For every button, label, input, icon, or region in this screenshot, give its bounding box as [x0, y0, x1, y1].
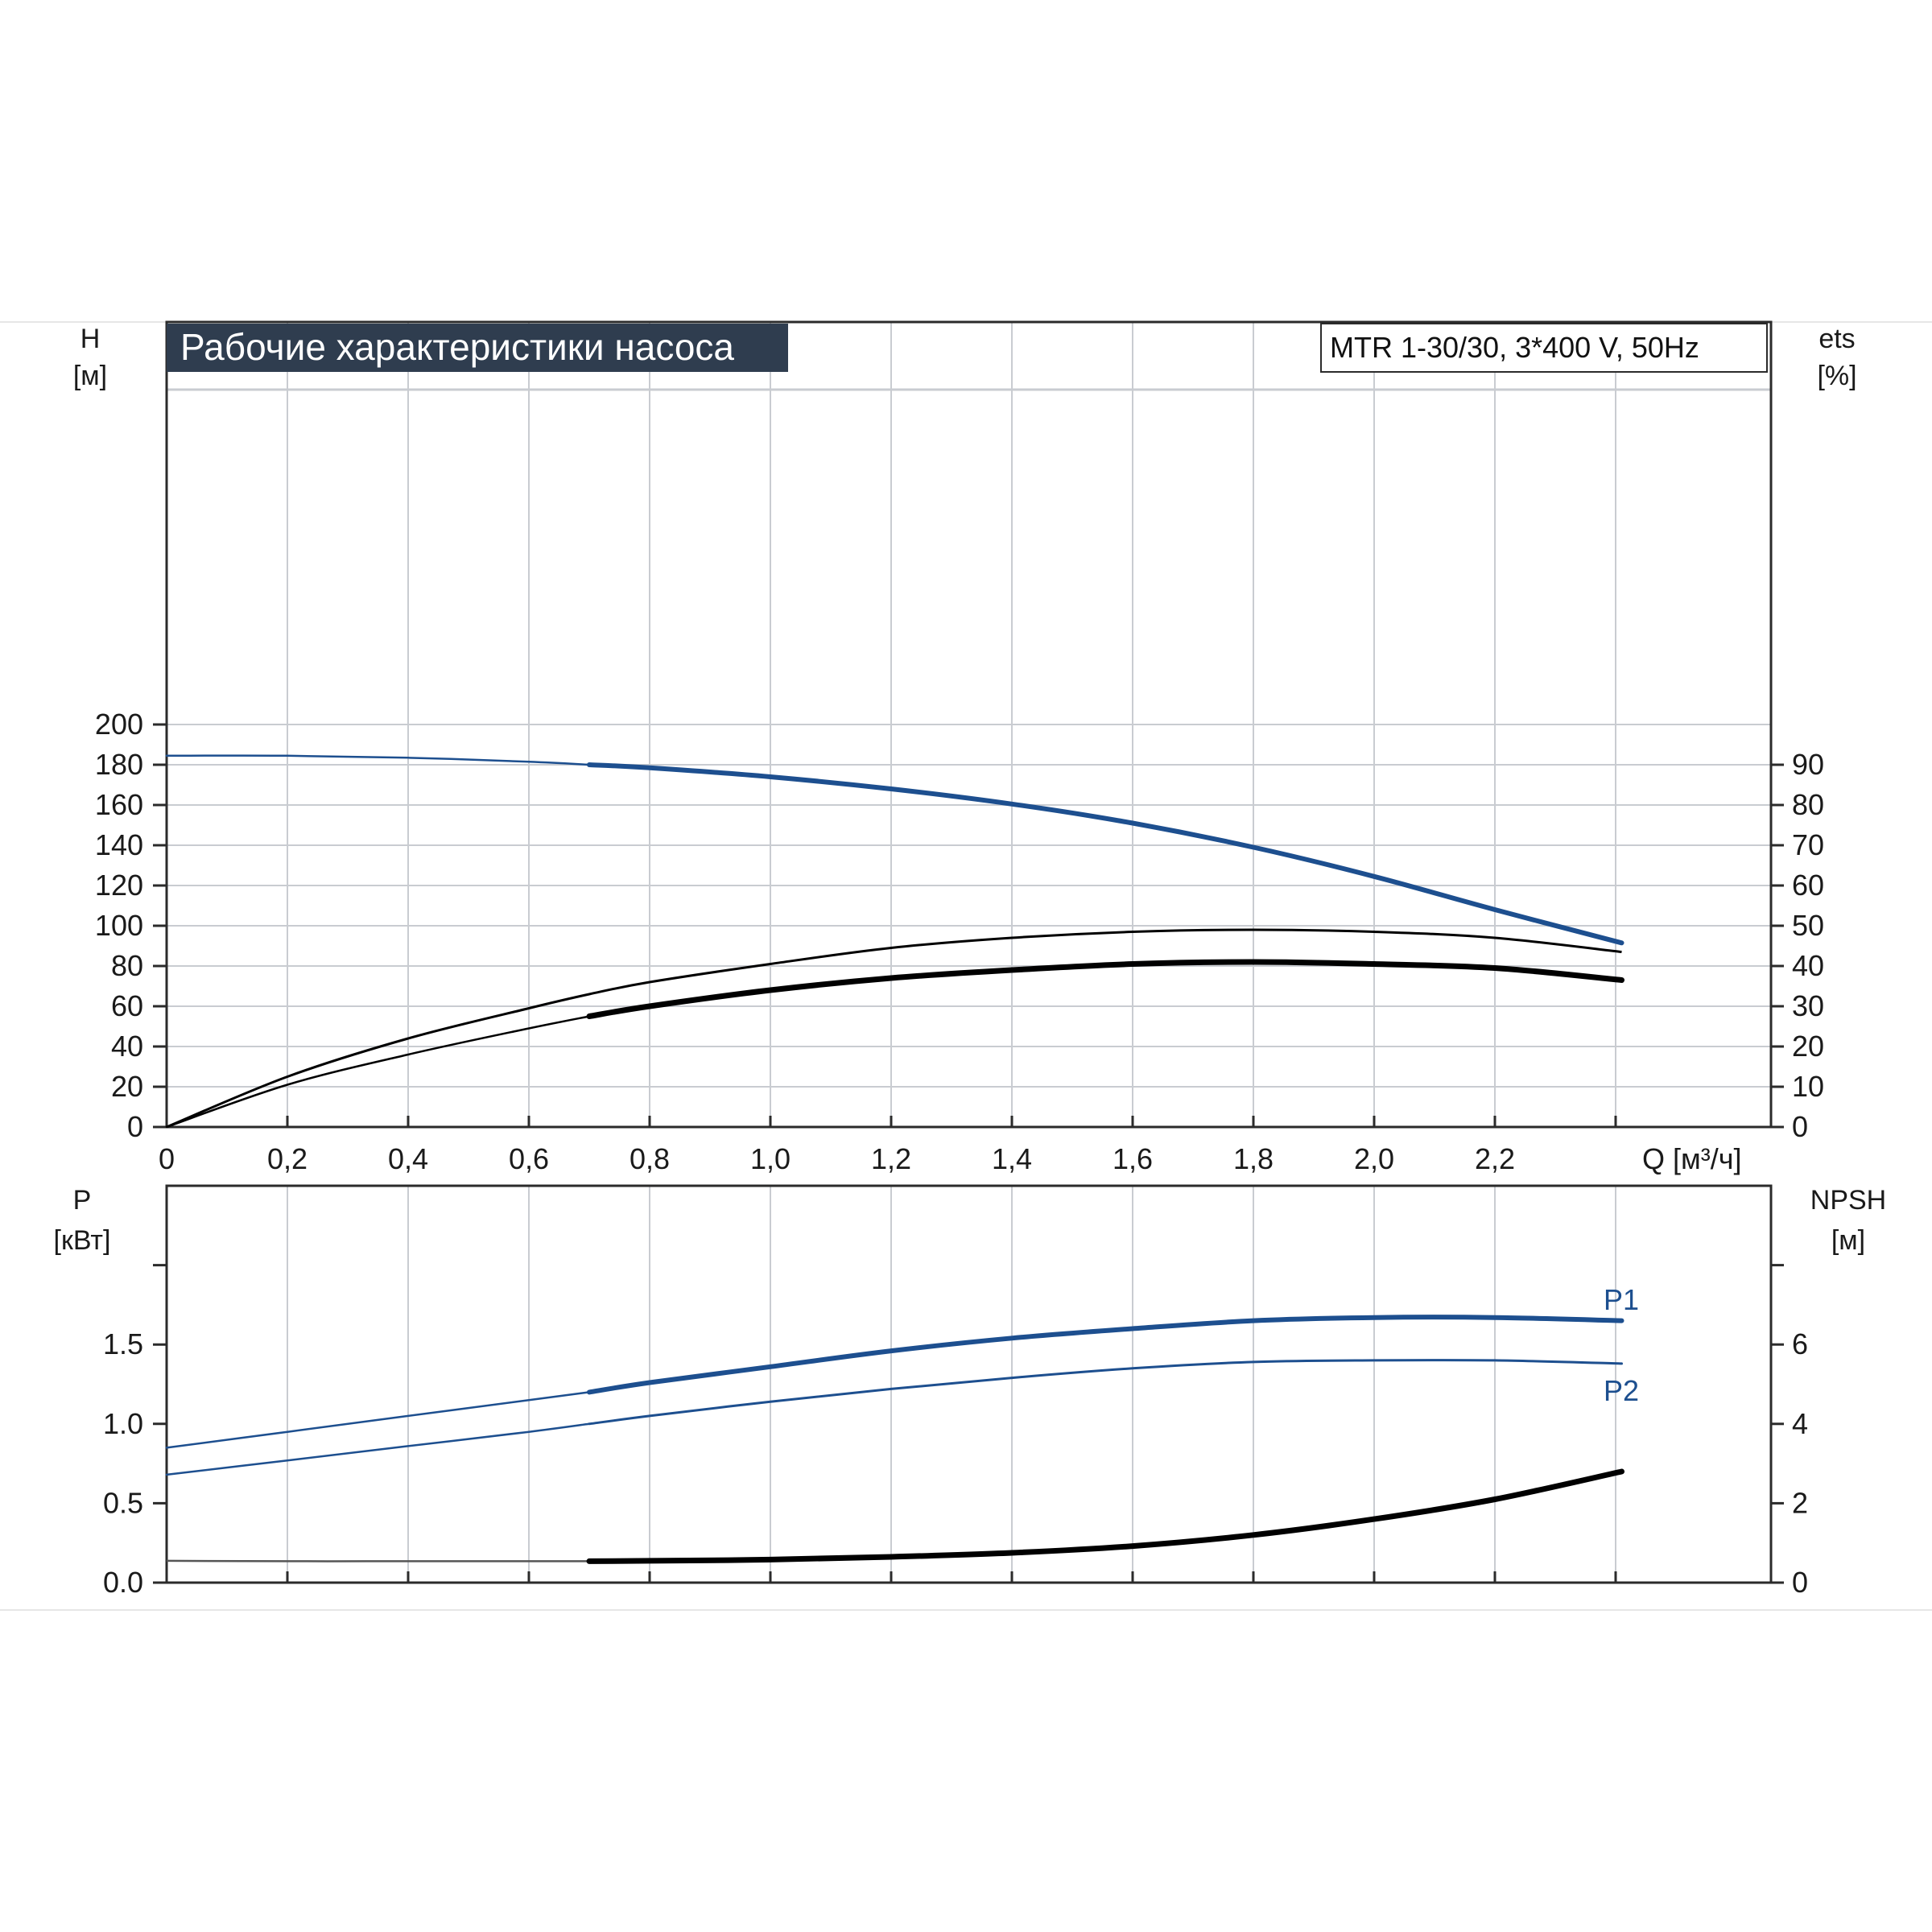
y-axis-unit-power: [кВт]	[54, 1225, 111, 1256]
y-tick-labels-power: 0.0 0.5 1.0 1.5	[103, 1327, 143, 1599]
y2-tick-label-npsh: 6	[1792, 1327, 1808, 1360]
y-tick-label-power: 1.5	[103, 1327, 143, 1360]
x-tick-label: 2,2	[1475, 1142, 1515, 1175]
y2-axis-unit-efficiency: [%]	[1817, 361, 1856, 391]
y2-tick-labels-efficiency: 0 10 20 30 40 50 60 70 80 90	[1792, 748, 1824, 1143]
head-efficiency-panel: Рабочие характеристики насоса MTR 1-30/3…	[73, 320, 1857, 1175]
efficiency-curve-lowflow	[165, 1015, 591, 1129]
series-label-p2: P2	[1604, 1374, 1639, 1407]
x-tick-label: 0	[159, 1142, 175, 1175]
y-tick-label-head: 0	[127, 1110, 143, 1143]
bottom-ticks	[153, 1264, 1784, 1584]
x-tick-label: 0,2	[267, 1142, 308, 1175]
x-tick-label: 2,0	[1354, 1142, 1394, 1175]
power-npsh-panel: P [кВт] NPSH [м] 0.0 0.5 1.0 1.5 0 2 4 6 P1 P2	[54, 1184, 1886, 1599]
bottom-series	[165, 1315, 1624, 1564]
title-box	[167, 324, 788, 372]
y-axis-label-head: H	[80, 324, 101, 354]
y2-axis-label-npsh: NPSH	[1810, 1185, 1886, 1216]
x-tick-label: 0,4	[388, 1142, 428, 1175]
y-tick-label-head: 140	[95, 828, 143, 861]
head-curve-lowflow	[165, 754, 591, 766]
p1-curve	[587, 1315, 1624, 1395]
p2-curve	[588, 1359, 1623, 1426]
y-tick-label-head: 120	[95, 869, 143, 902]
x-tick-label: 1,4	[992, 1142, 1032, 1175]
x-axis-label: Q [м³/ч]	[1642, 1142, 1742, 1175]
y-tick-label-power: 0.0	[103, 1566, 143, 1599]
y2-tick-label-efficiency: 30	[1792, 989, 1824, 1022]
y2-tick-label-npsh: 2	[1792, 1486, 1808, 1519]
npsh-curve-lowflow	[166, 1559, 589, 1563]
y2-tick-label-efficiency: 60	[1792, 869, 1824, 902]
series-label-p1: P1	[1604, 1283, 1639, 1316]
y2-axis-label-efficiency: ets	[1818, 324, 1855, 354]
model-label: MTR 1-30/30, 3*400 V, 50Hz	[1330, 331, 1699, 364]
y2-tick-label-npsh: 4	[1792, 1407, 1808, 1440]
y-axis-label-power: P	[73, 1185, 92, 1216]
y-tick-labels-head: 0 20 40 60 80 100 120 140 160 180 200	[95, 708, 143, 1143]
p1-curve-lowflow	[165, 1391, 591, 1449]
top-grid	[167, 322, 1771, 1127]
y-tick-label-head: 180	[95, 748, 143, 781]
y-tick-label-head: 80	[111, 949, 143, 982]
y-tick-label-head: 160	[95, 788, 143, 821]
y-tick-label-head: 40	[111, 1030, 143, 1063]
y-tick-label-power: 1.0	[103, 1407, 143, 1440]
y2-tick-label-efficiency: 90	[1792, 748, 1824, 781]
y2-tick-label-efficiency: 50	[1792, 909, 1824, 942]
p2-curve-lowflow	[165, 1422, 591, 1476]
efficiency-curve-thin	[166, 928, 1622, 1129]
x-tick-label: 1,0	[750, 1142, 791, 1175]
x-tick-label: 0,6	[509, 1142, 549, 1175]
npsh-curve	[586, 1468, 1624, 1564]
y2-tick-label-npsh: 0	[1792, 1566, 1808, 1599]
y2-tick-label-efficiency: 40	[1792, 949, 1824, 982]
efficiency-curve	[586, 959, 1624, 1019]
y-tick-label-head: 60	[111, 989, 143, 1022]
y2-tick-label-efficiency: 10	[1792, 1070, 1824, 1103]
x-tick-label: 0,8	[630, 1142, 670, 1175]
y-tick-label-power: 0.5	[103, 1486, 143, 1519]
top-series	[165, 754, 1624, 1129]
y2-axis-unit-npsh: [м]	[1831, 1225, 1865, 1256]
y-tick-label-head: 100	[95, 909, 143, 942]
y2-tick-label-efficiency: 20	[1792, 1030, 1824, 1063]
y2-tick-label-efficiency: 80	[1792, 788, 1824, 821]
head-curve	[587, 762, 1624, 946]
y2-tick-labels-npsh: 0 2 4 6	[1792, 1327, 1808, 1599]
y2-tick-label-efficiency: 70	[1792, 828, 1824, 861]
y-tick-label-head: 20	[111, 1070, 143, 1103]
x-tick-label: 1,8	[1233, 1142, 1274, 1175]
model-box	[1320, 323, 1768, 373]
top-ticks	[153, 723, 1784, 1129]
y-axis-unit-head: [м]	[73, 361, 107, 391]
y-tick-label-head: 200	[95, 708, 143, 741]
x-tick-labels: 0 0,2 0,4 0,6 0,8 1,0 1,2 1,4 1,6 1,8 2,0 2,2	[159, 1142, 1515, 1175]
x-tick-label: 1,2	[871, 1142, 911, 1175]
chart-title: Рабочие характеристики насоса	[180, 326, 734, 368]
bottom-frame	[165, 1184, 1773, 1584]
x-tick-label: 1,6	[1113, 1142, 1153, 1175]
y2-tick-label-efficiency: 0	[1792, 1110, 1808, 1143]
